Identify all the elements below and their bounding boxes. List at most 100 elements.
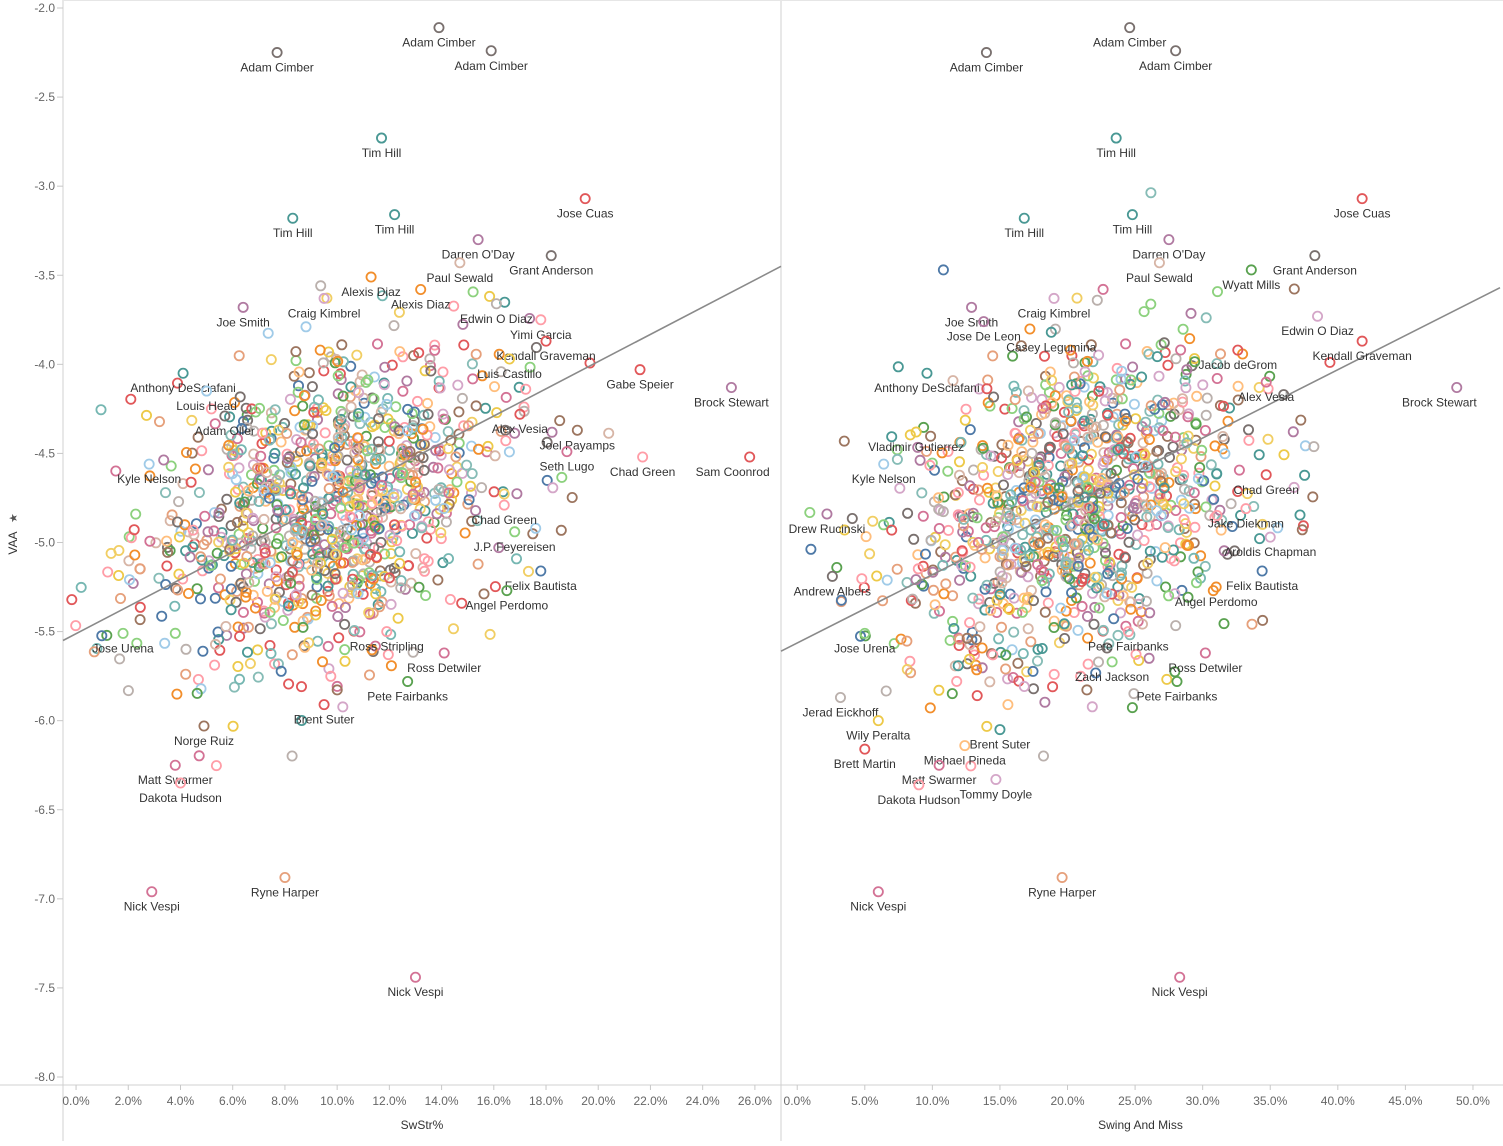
scatter-point[interactable] xyxy=(1159,542,1171,554)
scatter-point[interactable] xyxy=(886,524,898,536)
scatter-point[interactable] xyxy=(541,474,553,486)
scatter-point[interactable] xyxy=(1190,503,1202,515)
scatter-point[interactable] xyxy=(991,607,1003,619)
scatter-point[interactable] xyxy=(1087,356,1099,368)
scatter-point[interactable] xyxy=(979,604,991,616)
scatter-point[interactable] xyxy=(394,346,406,358)
scatter-point[interactable] xyxy=(123,555,135,567)
labeled-point[interactable] xyxy=(725,381,737,393)
scatter-point[interactable] xyxy=(348,555,360,567)
scatter-point[interactable] xyxy=(1066,497,1078,509)
labeled-point[interactable] xyxy=(1174,971,1186,983)
scatter-point[interactable] xyxy=(363,669,375,681)
scatter-point[interactable] xyxy=(1063,459,1075,471)
scatter-point[interactable] xyxy=(166,509,178,521)
scatter-point[interactable] xyxy=(1017,529,1029,541)
scatter-point[interactable] xyxy=(306,589,318,601)
scatter-point[interactable] xyxy=(466,468,478,480)
scatter-point[interactable] xyxy=(1145,400,1157,412)
scatter-point[interactable] xyxy=(1185,307,1197,319)
scatter-point[interactable] xyxy=(1120,338,1132,350)
scatter-point[interactable] xyxy=(1160,581,1172,593)
scatter-point[interactable] xyxy=(265,618,277,630)
scatter-point[interactable] xyxy=(438,413,450,425)
scatter-point[interactable] xyxy=(70,620,82,632)
scatter-point[interactable] xyxy=(1041,525,1053,537)
scatter-point[interactable] xyxy=(1162,522,1174,534)
scatter-point[interactable] xyxy=(1001,507,1013,519)
scatter-point[interactable] xyxy=(1137,499,1149,511)
labeled-point[interactable] xyxy=(913,779,925,791)
scatter-point[interactable] xyxy=(418,438,430,450)
scatter-point[interactable] xyxy=(325,508,337,520)
scatter-point[interactable] xyxy=(358,397,370,409)
scatter-point[interactable] xyxy=(353,407,365,419)
scatter-point[interactable] xyxy=(233,462,245,474)
scatter-point[interactable] xyxy=(365,477,377,489)
scatter-point[interactable] xyxy=(1262,433,1274,445)
scatter-point[interactable] xyxy=(144,535,156,547)
scatter-point[interactable] xyxy=(214,573,226,585)
scatter-point[interactable] xyxy=(75,581,87,593)
scatter-point[interactable] xyxy=(958,520,970,532)
scatter-point[interactable] xyxy=(1192,473,1204,485)
scatter-point[interactable] xyxy=(1308,441,1320,453)
scatter-point[interactable] xyxy=(1079,491,1091,503)
scatter-point[interactable] xyxy=(1112,629,1124,641)
scatter-point[interactable] xyxy=(344,581,356,593)
scatter-point[interactable] xyxy=(555,524,567,536)
scatter-point[interactable] xyxy=(1011,454,1023,466)
scatter-point[interactable] xyxy=(1232,394,1244,406)
scatter-point[interactable] xyxy=(352,432,364,444)
scatter-point[interactable] xyxy=(1048,668,1060,680)
scatter-point[interactable] xyxy=(566,491,578,503)
scatter-point[interactable] xyxy=(420,590,432,602)
scatter-point[interactable] xyxy=(383,444,395,456)
scatter-point[interactable] xyxy=(1170,466,1182,478)
scatter-point[interactable] xyxy=(1294,509,1306,521)
scatter-point[interactable] xyxy=(1215,348,1227,360)
scatter-point[interactable] xyxy=(381,398,393,410)
scatter-point[interactable] xyxy=(392,612,404,624)
scatter-point[interactable] xyxy=(321,468,333,480)
scatter-point[interactable] xyxy=(327,471,339,483)
scatter-point[interactable] xyxy=(411,395,423,407)
scatter-point[interactable] xyxy=(384,529,396,541)
scatter-point[interactable] xyxy=(964,639,976,651)
scatter-point[interactable] xyxy=(1128,398,1140,410)
scatter-point[interactable] xyxy=(212,626,224,638)
scatter-point[interactable] xyxy=(1060,500,1072,512)
scatter-point[interactable] xyxy=(1218,618,1230,630)
labeled-point[interactable] xyxy=(978,316,990,328)
scatter-point[interactable] xyxy=(1138,535,1150,547)
scatter-point[interactable] xyxy=(363,607,375,619)
scatter-point[interactable] xyxy=(357,588,369,600)
scatter-point[interactable] xyxy=(370,551,382,563)
scatter-point[interactable] xyxy=(309,495,321,507)
scatter-point[interactable] xyxy=(1082,481,1094,493)
scatter-point[interactable] xyxy=(186,414,198,426)
scatter-point[interactable] xyxy=(1218,400,1230,412)
scatter-point[interactable] xyxy=(330,573,342,585)
scatter-point[interactable] xyxy=(1188,487,1200,499)
scatter-point[interactable] xyxy=(292,596,304,608)
scatter-point[interactable] xyxy=(1272,522,1284,534)
scatter-point[interactable] xyxy=(256,427,268,439)
scatter-point[interactable] xyxy=(443,464,455,476)
scatter-point[interactable] xyxy=(415,438,427,450)
scatter-point[interactable] xyxy=(438,502,450,514)
scatter-point[interactable] xyxy=(102,566,114,578)
scatter-point[interactable] xyxy=(1295,414,1307,426)
scatter-point[interactable] xyxy=(300,321,312,333)
scatter-point[interactable] xyxy=(253,402,265,414)
scatter-point[interactable] xyxy=(264,434,276,446)
scatter-point[interactable] xyxy=(368,393,380,405)
scatter-point[interactable] xyxy=(987,350,999,362)
scatter-point[interactable] xyxy=(317,357,329,369)
scatter-point[interactable] xyxy=(1017,495,1029,507)
scatter-point[interactable] xyxy=(1161,673,1173,685)
scatter-point[interactable] xyxy=(366,570,378,582)
scatter-point[interactable] xyxy=(275,436,287,448)
scatter-point[interactable] xyxy=(185,476,197,488)
scatter-point[interactable] xyxy=(337,701,349,713)
